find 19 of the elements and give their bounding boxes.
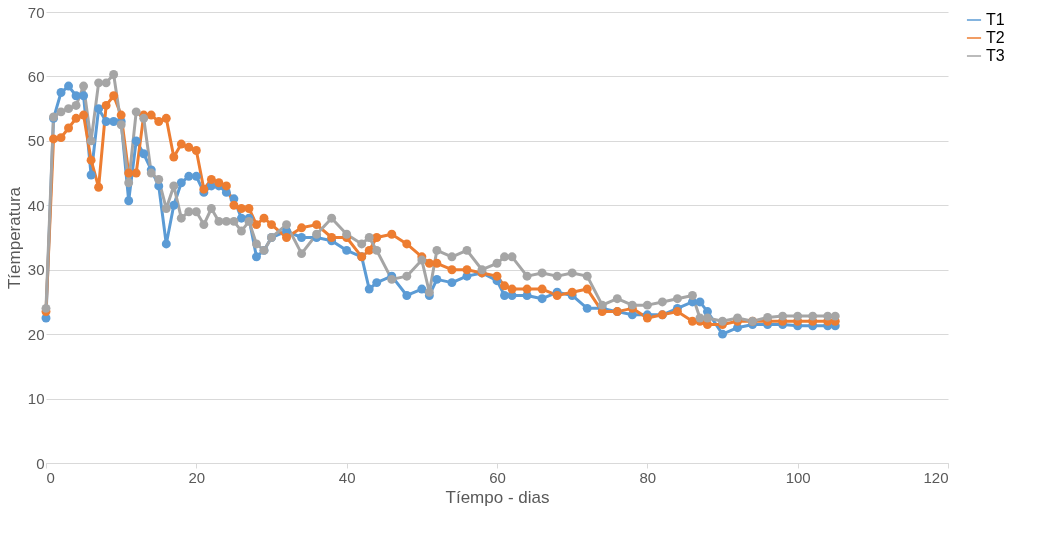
y-axis-title: Tíemperatura	[4, 186, 24, 290]
y-tick-label: 70	[27, 3, 45, 21]
x-axis-title: Tíempo - dias	[445, 487, 550, 507]
y-tick-label: 10	[27, 390, 45, 408]
y-tick-label: 60	[27, 67, 45, 85]
legend-label: T1	[986, 11, 1005, 28]
y-tick-label: 50	[27, 132, 45, 150]
x-tick-label: 40	[338, 468, 356, 486]
x-tick-label: 120	[923, 468, 949, 486]
x-tick-label: 60	[489, 468, 506, 486]
x-tick-label: 100	[785, 468, 811, 486]
y-tick-label: 30	[27, 261, 45, 279]
x-tick-label: 20	[188, 468, 206, 486]
legend-label: T2	[986, 29, 1005, 46]
y-tick-label: 0	[36, 454, 45, 472]
legend-label: T3	[986, 47, 1005, 64]
y-tick-label: 20	[27, 325, 45, 343]
y-tick-label: 40	[27, 196, 45, 214]
x-tick-label: 80	[639, 468, 657, 486]
